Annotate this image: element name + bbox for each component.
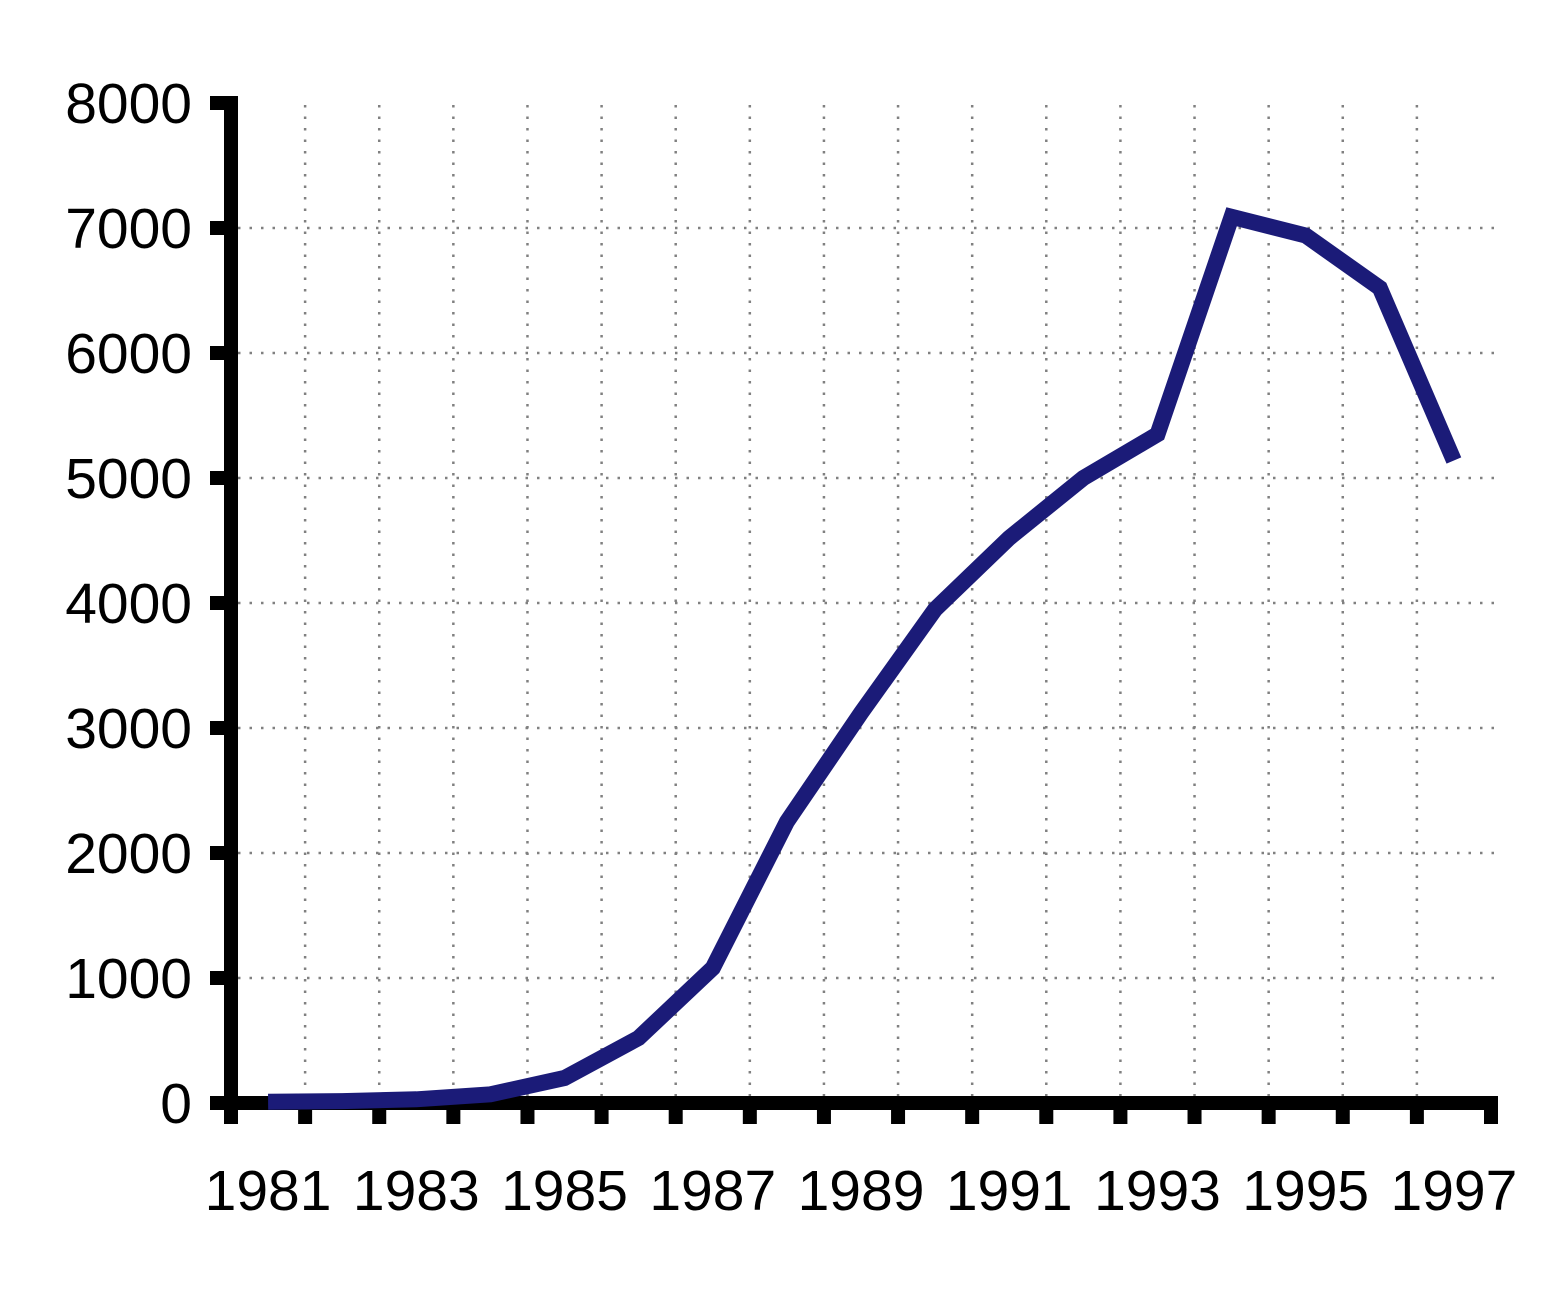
y-axis-tick — [210, 471, 238, 485]
y-axis-tick-label: 1000 — [65, 947, 192, 1011]
x-axis-tick — [1261, 1096, 1276, 1124]
x-axis-tick-label: 1993 — [1094, 1159, 1221, 1223]
x-axis-tick-label: 1985 — [501, 1159, 628, 1223]
x-axis-tick — [1113, 1096, 1128, 1124]
y-axis-tick-label: 5000 — [65, 447, 192, 511]
x-axis-tick — [520, 1096, 535, 1124]
x-axis-tick — [1409, 1096, 1424, 1124]
y-axis-tick — [210, 346, 238, 360]
y-axis-tick-label: 3000 — [65, 697, 192, 761]
y-axis-tick-label: 8000 — [65, 72, 192, 136]
x-axis-tick — [594, 1096, 609, 1124]
x-axis-tick-label: 1997 — [1391, 1159, 1518, 1223]
data-line — [268, 207, 1462, 1110]
y-axis-tick-label: 0 — [160, 1072, 192, 1136]
y-axis-tick — [210, 846, 238, 860]
x-axis-tick-label: 1991 — [946, 1159, 1073, 1223]
x-axis-tick-label: 1995 — [1242, 1159, 1369, 1223]
y-axis-tick — [210, 221, 238, 235]
x-axis-tick — [1484, 1096, 1498, 1124]
x-axis-tick — [1187, 1096, 1202, 1124]
y-axis-tick — [210, 971, 238, 985]
y-axis-tick-label: 7000 — [65, 197, 192, 261]
x-axis-tick-label: 1981 — [205, 1159, 332, 1223]
x-axis-tick — [742, 1096, 757, 1124]
y-axis-tick-label: 6000 — [65, 322, 192, 386]
x-axis-tick — [1039, 1096, 1054, 1124]
y-axis-tick — [210, 1096, 238, 1110]
x-axis — [224, 1096, 1498, 1110]
y-axis-tick — [210, 596, 238, 610]
y-axis-tick — [210, 721, 238, 735]
x-axis-tick — [668, 1096, 683, 1124]
x-axis-tick — [816, 1096, 831, 1124]
x-axis-tick — [965, 1096, 980, 1124]
x-axis-tick-label: 1989 — [798, 1159, 925, 1223]
y-axis-tick — [210, 96, 238, 110]
x-axis-tick-label: 1987 — [649, 1159, 776, 1223]
x-axis-tick-label: 1983 — [353, 1159, 480, 1223]
y-axis-tick-label: 2000 — [65, 822, 192, 886]
x-axis-tick — [891, 1096, 906, 1124]
x-axis-tick — [1335, 1096, 1350, 1124]
y-axis-tick-label: 4000 — [65, 572, 192, 636]
